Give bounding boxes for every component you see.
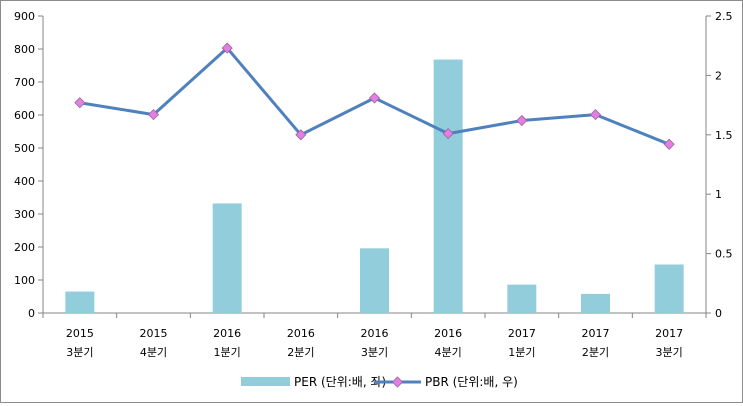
pbr-point [295, 129, 307, 141]
pbr-line-series [74, 42, 675, 150]
pbr-point [589, 109, 602, 121]
per-bar-series [65, 59, 684, 314]
pbr-point [442, 128, 454, 140]
y-left-tick-label: 800 [14, 43, 35, 56]
x-tick-label-year: 2016 [361, 327, 389, 340]
legend: PER (단위:배, 좌) PBR (단위:배, 우) [241, 375, 518, 389]
x-tick-label-quarter: 1분기 [214, 346, 241, 359]
legend-pbr-marker [391, 376, 404, 388]
x-tick-label-quarter: 2분기 [582, 346, 609, 359]
x-tick-label-year: 2017 [655, 327, 683, 340]
per-bar [654, 264, 684, 313]
y-right-tick-label: 0.5 [715, 248, 733, 261]
x-tick-label-quarter: 3분기 [656, 346, 683, 359]
x-tick-label-year: 2016 [287, 327, 315, 340]
per-bar [212, 203, 242, 313]
y-left-tick-label: 100 [14, 274, 35, 287]
legend-per-label: PER (단위:배, 좌) [294, 375, 386, 389]
x-tick-label-quarter: 1분기 [508, 346, 535, 359]
legend-per-swatch [241, 377, 290, 386]
y-left-tick-label: 200 [14, 241, 35, 254]
y-right-tick-label: 2 [715, 69, 722, 82]
pbr-point [516, 114, 528, 127]
x-tick-label-year: 2017 [582, 327, 610, 340]
x-tick-label-year: 2016 [434, 327, 462, 340]
per-bar [65, 291, 95, 313]
pbr-point [147, 109, 160, 121]
y-left-tick-label: 300 [14, 208, 35, 221]
y-left-tick-label: 0 [28, 307, 35, 320]
x-tick-label-year: 2016 [213, 327, 241, 340]
y-left-tick-label: 900 [14, 10, 35, 23]
per-bar [507, 284, 537, 313]
y-right-tick-label: 0 [715, 307, 722, 320]
per-bar [581, 293, 610, 313]
x-tick-label-year: 2017 [508, 327, 536, 340]
y-left-tick-label: 400 [14, 175, 35, 188]
x-tick-label-quarter: 3분기 [361, 346, 388, 359]
y-left-tick-label: 500 [14, 142, 35, 155]
y-left-tick-label: 600 [14, 109, 35, 122]
x-tick-label-quarter: 3분기 [66, 346, 93, 359]
x-tick-label-quarter: 2분기 [287, 346, 314, 359]
x-tick-label-year: 2015 [66, 327, 94, 340]
per-bar [360, 248, 389, 313]
legend-pbr-label: PBR (단위:배, 우) [425, 375, 518, 389]
per-bar [433, 59, 463, 314]
pbr-point [663, 138, 675, 150]
y-left-tick-label: 700 [14, 76, 35, 89]
x-tick-label-year: 2015 [140, 327, 168, 340]
y-right-tick-label: 1.5 [715, 129, 733, 142]
pbr-point [221, 42, 233, 54]
pbr-point [74, 97, 86, 109]
y-right-tick-label: 2.5 [715, 10, 733, 23]
pbr-point [368, 92, 381, 104]
y-right-tick-label: 1 [715, 188, 722, 201]
x-tick-label-quarter: 4분기 [435, 346, 462, 359]
x-tick-label-quarter: 4분기 [140, 346, 167, 359]
axes-layer: 0 100 200 300 400 500 600 700 800 900 0 0.5 1 1.5 2 2.5… [14, 10, 733, 359]
